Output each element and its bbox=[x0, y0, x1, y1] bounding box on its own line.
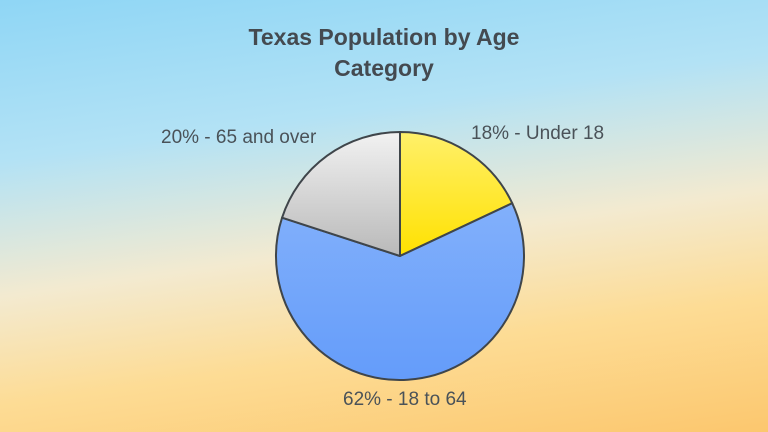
slice-65-and-over bbox=[281, 131, 401, 257]
chart-title: Texas Population by Age Category bbox=[0, 22, 768, 84]
label-18-to-64: 62% - 18 to 64 bbox=[343, 389, 467, 410]
slice-18-to-64 bbox=[275, 202, 525, 381]
label-under-18: 18% - Under 18 bbox=[471, 123, 605, 144]
label-65-and-over: 20% - 65 and over bbox=[161, 127, 317, 148]
chart-title-line-1: Texas Population by Age bbox=[248, 24, 520, 50]
chart-title-line-2: Category bbox=[334, 55, 434, 81]
slice-under-18 bbox=[399, 131, 514, 257]
